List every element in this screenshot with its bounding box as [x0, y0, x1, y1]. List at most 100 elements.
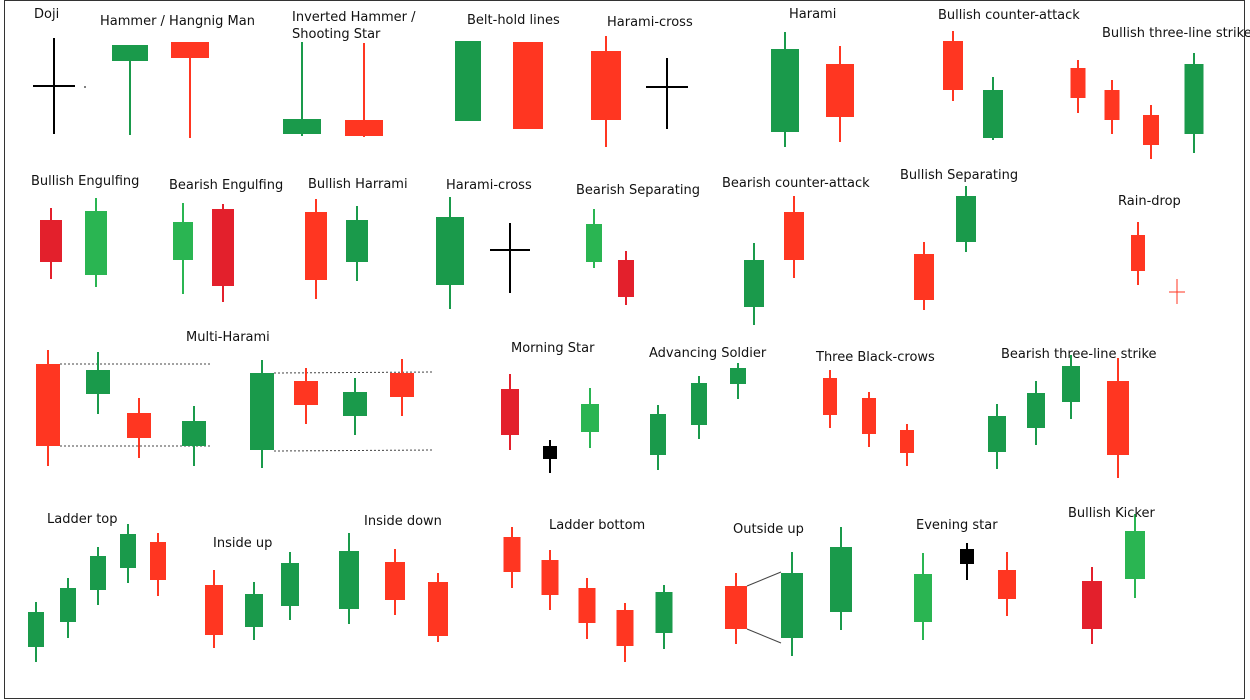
candle-body: [1143, 115, 1159, 145]
candle-body: [436, 217, 464, 285]
candle-shooting-star: [345, 43, 383, 137]
candle-body: [725, 586, 747, 629]
candle-body: [150, 542, 166, 580]
candle-bullish-counter-attack: [943, 31, 963, 101]
candle-body: [1062, 366, 1080, 402]
label-bullish-kicker: Bullish Kicker: [1068, 506, 1155, 521]
candle-ladder-bottom: [616, 603, 634, 662]
candle-body: [826, 64, 854, 117]
candle-body: [1125, 531, 1145, 579]
candle-inside-down: [428, 573, 448, 642]
candle-multi-harami: [182, 406, 206, 466]
candle-body: [1104, 90, 1120, 120]
candle-outside-up: [830, 527, 852, 630]
candle-body: [616, 610, 634, 646]
candle-advancing-soldier: [730, 363, 746, 399]
candle-bullish-separating: [956, 186, 976, 252]
candle-multi-harami: [390, 359, 414, 416]
candle-multi-harami: [250, 360, 274, 468]
candle-body: [343, 392, 367, 416]
candle-body: [112, 45, 148, 61]
label-bullish-three-line-strike: Bullish three-line strike: [1102, 26, 1250, 41]
labels-layer: Doji Hammer / Hangnig Man Inverted Hamme…: [31, 7, 1250, 551]
candle-bullish-counter-attack: [983, 77, 1003, 140]
candle-bullish-three-line-strike: [1070, 60, 1086, 113]
candle-body: [250, 373, 274, 450]
label-belt-hold: Belt-hold lines: [467, 13, 560, 28]
diagram-frame: [4, 0, 1245, 699]
doji-cross-doji: [33, 38, 75, 134]
label-bullish-engulfing: Bullish Engulfing: [31, 174, 139, 189]
doji-cross-harami-cross-2: [490, 223, 530, 293]
candle-body: [503, 537, 521, 572]
candle-body: [943, 41, 963, 90]
candle-body: [305, 212, 327, 280]
label-bearish-three-line-strike: Bearish three-line strike: [1001, 347, 1157, 362]
candle-body: [120, 534, 136, 568]
candle-body: [691, 383, 707, 425]
candle-bullish-engulfing: [85, 198, 107, 287]
candle-evening-star: [998, 552, 1016, 616]
candle-harami: [826, 46, 854, 142]
candle-morning-star: [581, 388, 599, 448]
candle-bullish-three-line-strike: [1143, 105, 1159, 159]
candle-body: [914, 254, 934, 300]
candle-hammer: [112, 45, 148, 135]
candle-ladder-bottom: [541, 550, 559, 610]
star-candle-evening-star: [960, 543, 974, 580]
candle-bearish-engulfing: [212, 204, 234, 302]
candle-body: [182, 421, 206, 446]
candle-body: [346, 220, 368, 262]
doji-cross-rain-drop: [1169, 279, 1185, 304]
candle-body: [914, 574, 932, 622]
candle-advancing-soldier: [691, 376, 707, 439]
candles-layer: [28, 31, 1204, 662]
candle-body: [40, 220, 62, 262]
candle-body: [1107, 381, 1129, 455]
candle-body: [85, 211, 107, 275]
candle-bearish-engulfing: [173, 203, 193, 294]
candle-body: [1027, 393, 1045, 428]
candle-body: [900, 430, 914, 453]
label-harami: Harami: [789, 7, 836, 22]
candle-body: [86, 370, 110, 394]
candle-body: [205, 585, 223, 635]
label-shooting-star: Shooting Star: [292, 27, 381, 42]
candle-ladder-top: [150, 533, 166, 596]
star-body: [543, 446, 557, 459]
label-multi-harami: Multi-Harami: [186, 330, 270, 345]
candle-body: [781, 573, 803, 638]
candle-advancing-soldier: [650, 405, 666, 470]
candle-body: [988, 416, 1006, 452]
candle-body: [541, 560, 559, 595]
label-evening-star: Evening star: [916, 518, 998, 533]
engulf-guide-line: [746, 628, 782, 644]
candle-body: [998, 570, 1016, 599]
candle-harami-cross-2: [436, 197, 464, 309]
dotted-guide-line: [273, 449, 435, 452]
candle-bearish-separating: [618, 251, 634, 305]
candle-harami-cross-1: [591, 36, 621, 147]
candle-body: [173, 222, 193, 260]
candle-body: [983, 90, 1003, 138]
candle-body: [1070, 68, 1086, 98]
doji-cross-harami-cross-1: [646, 58, 688, 129]
label-ladder-top: Ladder top: [47, 512, 118, 527]
candle-ladder-bottom: [578, 578, 596, 639]
label-three-black-crows: Three Black-crows: [815, 350, 935, 365]
candle-body: [339, 551, 359, 609]
candle-body: [513, 42, 543, 129]
candle-body: [771, 49, 799, 132]
engulf-guide-line: [746, 571, 782, 587]
candle-body: [455, 41, 481, 121]
candle-bearish-three-line-strike: [1107, 358, 1129, 478]
candle-ladder-bottom: [655, 585, 673, 649]
candle-body: [830, 547, 852, 612]
label-rain-drop: Rain-drop: [1118, 194, 1181, 209]
candle-bullish-separating: [914, 242, 934, 310]
candle-bearish-counter-attack: [784, 196, 804, 278]
candle-outside-up: [725, 573, 747, 644]
star-candle-morning-star: [543, 440, 557, 473]
label-morning-star: Morning Star: [511, 341, 595, 356]
candle-evening-star: [914, 553, 932, 640]
